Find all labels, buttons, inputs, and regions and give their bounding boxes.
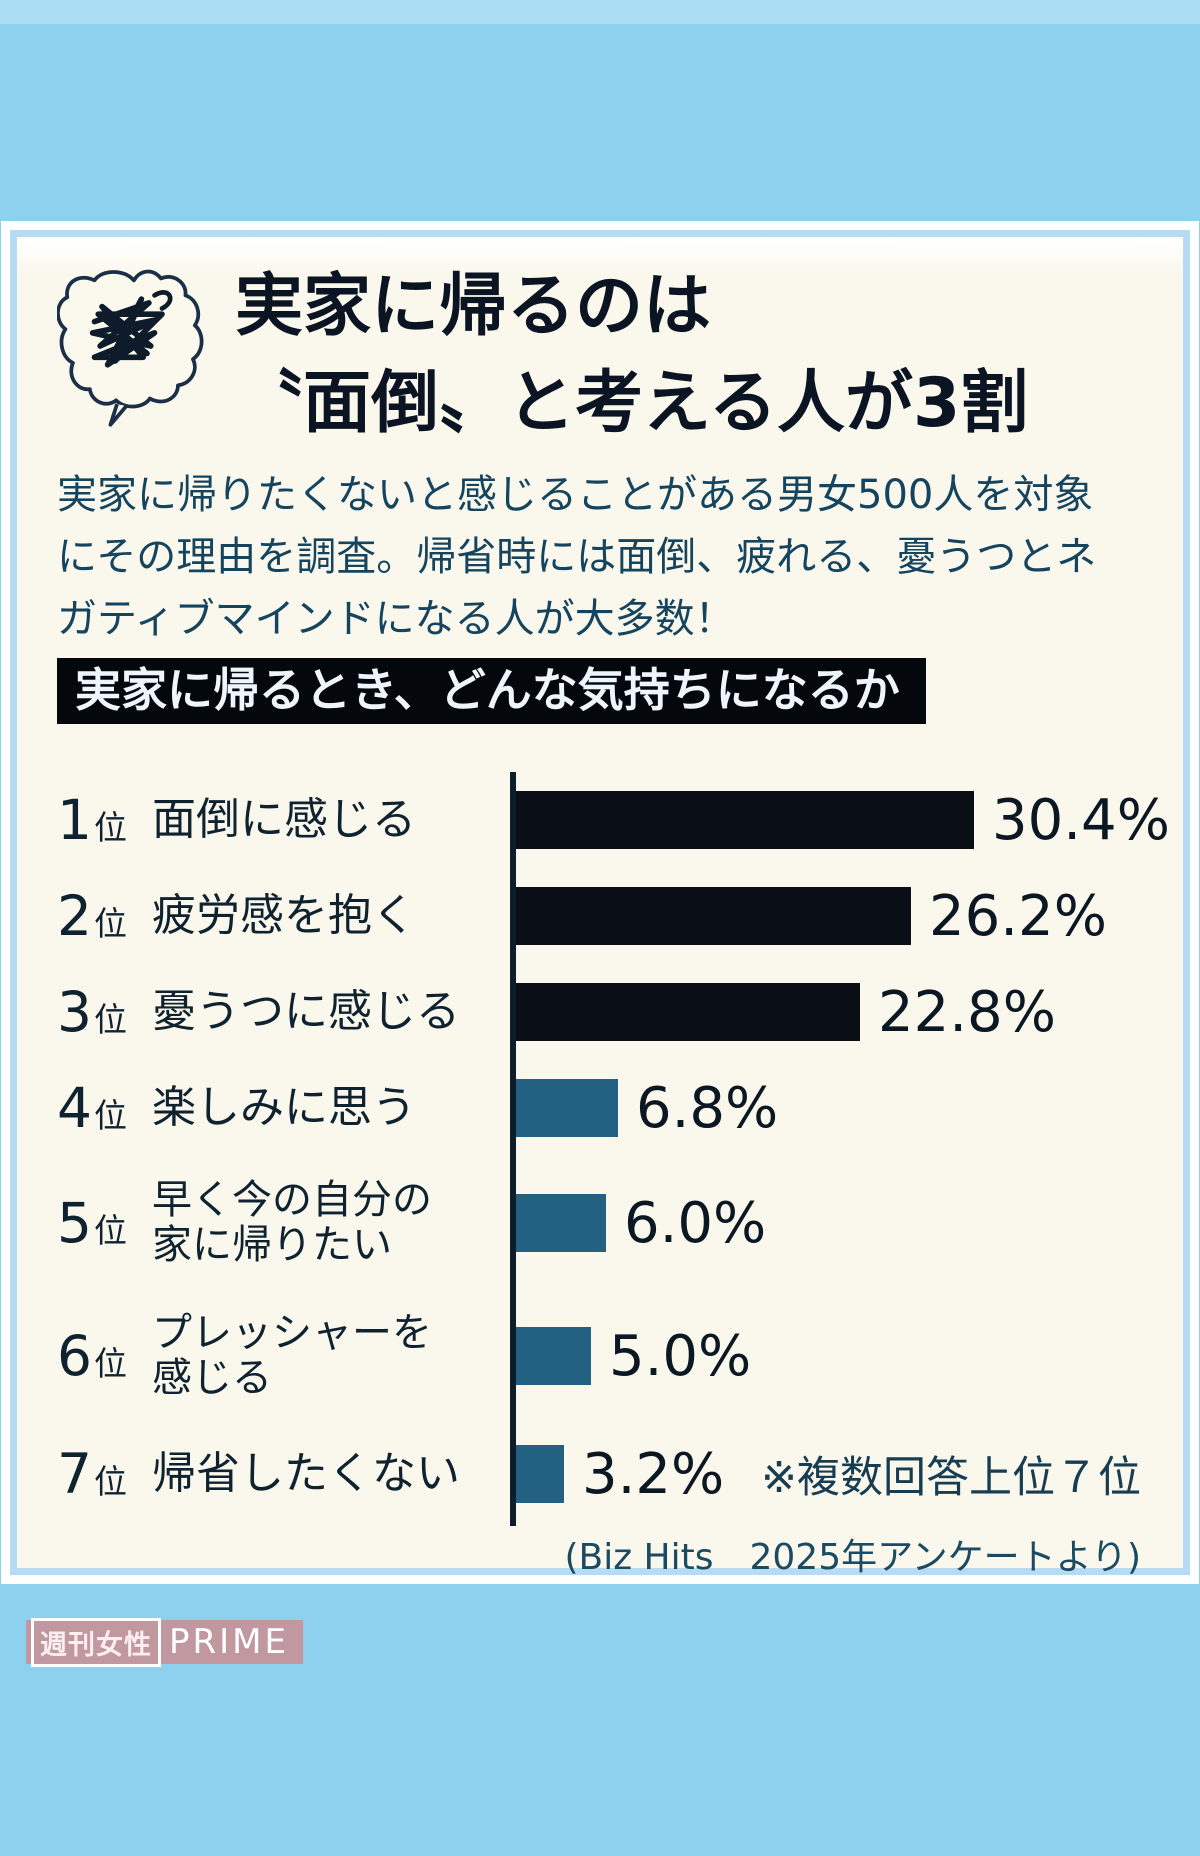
value-bar [516,887,911,946]
bar-zone: 5.0% [510,1290,1143,1423]
value-bar [516,1445,564,1504]
bar-zone: 26.2% [510,868,1143,965]
value-bar [516,1079,618,1138]
scribble-thought-bubble-icon [57,269,204,427]
chart-row: 2 位疲労感を抱く 26.2% [57,868,1143,965]
rank-number: 3 [57,980,92,1045]
section-heading: 実家に帰るとき、どんな気持ちになるか [57,658,926,725]
value-bar [516,1194,606,1253]
value-label: 5.0% [609,1323,752,1389]
chart-row: 3 位憂うつに感じる 22.8% [57,964,1143,1061]
title-block: 実家に帰るのは 〝面倒〟と考える人が3割 [57,255,1143,452]
rank-suffix: 位 [94,1211,127,1251]
category-label-line: 帰省したくない [152,1448,460,1500]
title-line-2: 〝面倒〟と考える人が3割 [235,363,1029,443]
chart-row: 7 位帰省したくない 3.2% ※複数回答上位７位 [57,1422,1143,1527]
rank-suffix: 位 [94,1096,127,1136]
category-label: 楽しみに思う [152,1082,510,1134]
rank-suffix: 位 [94,808,127,848]
rank-suffix: 位 [94,904,127,944]
value-bar [516,1327,591,1386]
chart-row: 6 位プレッシャーを 感じる 5.0% [57,1290,1143,1423]
intro-paragraph: 実家に帰りたくないと感じることがある男女500人を対象 にその理由を調査。帰省時… [57,464,1143,650]
brand-logo-right: PRIME [169,1622,289,1662]
bar-zone: 22.8% [510,964,1143,1061]
rank-suffix: 位 [94,1462,127,1502]
category-label: 早く今の自分の 家に帰りたい [152,1178,510,1268]
bar-zone: 30.4% [510,772,1170,869]
rank-number: 5 [57,1191,92,1256]
intro-line: 実家に帰りたくないと感じることがある男女500人を対象 [57,472,1094,519]
category-label-line: 憂うつに感じる [152,986,460,1038]
page-title: 実家に帰るのは 〝面倒〟と考える人が3割 [235,259,1028,452]
source-note: (Biz Hits 2025年アンケートより) [564,1537,1141,1579]
chart-row: 4 位楽しみに思う 6.8% [57,1060,1143,1157]
rank-number: 2 [57,884,92,949]
value-label: 6.0% [624,1190,767,1256]
rank-suffix: 位 [94,1000,127,1040]
rank-number: 7 [57,1442,92,1507]
category-label-line: 家に帰りたい [152,1222,392,1269]
infographic-card: 実家に帰るのは 〝面倒〟と考える人が3割 実家に帰りたくないと感じることがある男… [10,230,1190,1578]
top-strip [0,0,1200,24]
bar-chart: 1 位面倒に感じる 30.4% 2 位疲労感を抱く 26.2% 3 位憂うつに感じる 22.8%… [57,772,1170,1527]
brand-logo-left: 週刊女性 [31,1617,161,1667]
category-label-line: 感じる [152,1355,272,1402]
value-label: 3.2% [582,1441,725,1507]
multiple-answers-note: ※複数回答上位７位 [760,1453,1141,1504]
value-label: 26.2% [929,883,1107,949]
category-label-line: プレッシャーを [152,1310,432,1357]
bar-zone: 3.2% ※複数回答上位７位 [510,1422,1143,1527]
category-label: 面倒に感じる [152,794,510,846]
intro-line: にその理由を調査。帰省時には面倒、疲れる、憂うつとネ [57,534,1097,581]
value-bar [516,791,974,850]
category-label-line: 楽しみに思う [152,1082,416,1134]
bar-zone: 6.0% [510,1156,1143,1291]
value-label: 30.4% [992,787,1170,853]
category-label-line: 早く今の自分の [152,1177,432,1224]
rank-number: 6 [57,1324,92,1389]
rank-suffix: 位 [94,1344,127,1384]
category-label: 疲労感を抱く [152,890,510,942]
category-label-line: 面倒に感じる [152,794,416,846]
value-label: 6.8% [636,1075,779,1141]
title-line-1: 実家に帰るのは [235,267,712,346]
bar-zone: 6.8% [510,1060,1143,1157]
category-label: プレッシャーを 感じる [152,1311,510,1401]
rank-number: 1 [57,788,92,853]
chart-row: 1 位面倒に感じる 30.4% [57,772,1170,869]
brand-logo: 週刊女性 PRIME [26,1617,303,1667]
value-bar [516,983,860,1042]
category-label: 帰省したくない [152,1448,510,1500]
category-label: 憂うつに感じる [152,986,510,1038]
intro-line: ガティブマインドになる人が大多数！ [57,596,735,643]
value-label: 22.8% [878,979,1056,1045]
rank-number: 4 [57,1076,92,1141]
category-label-line: 疲労感を抱く [152,890,416,942]
chart-row: 5 位早く今の自分の 家に帰りたい 6.0% [57,1156,1143,1291]
